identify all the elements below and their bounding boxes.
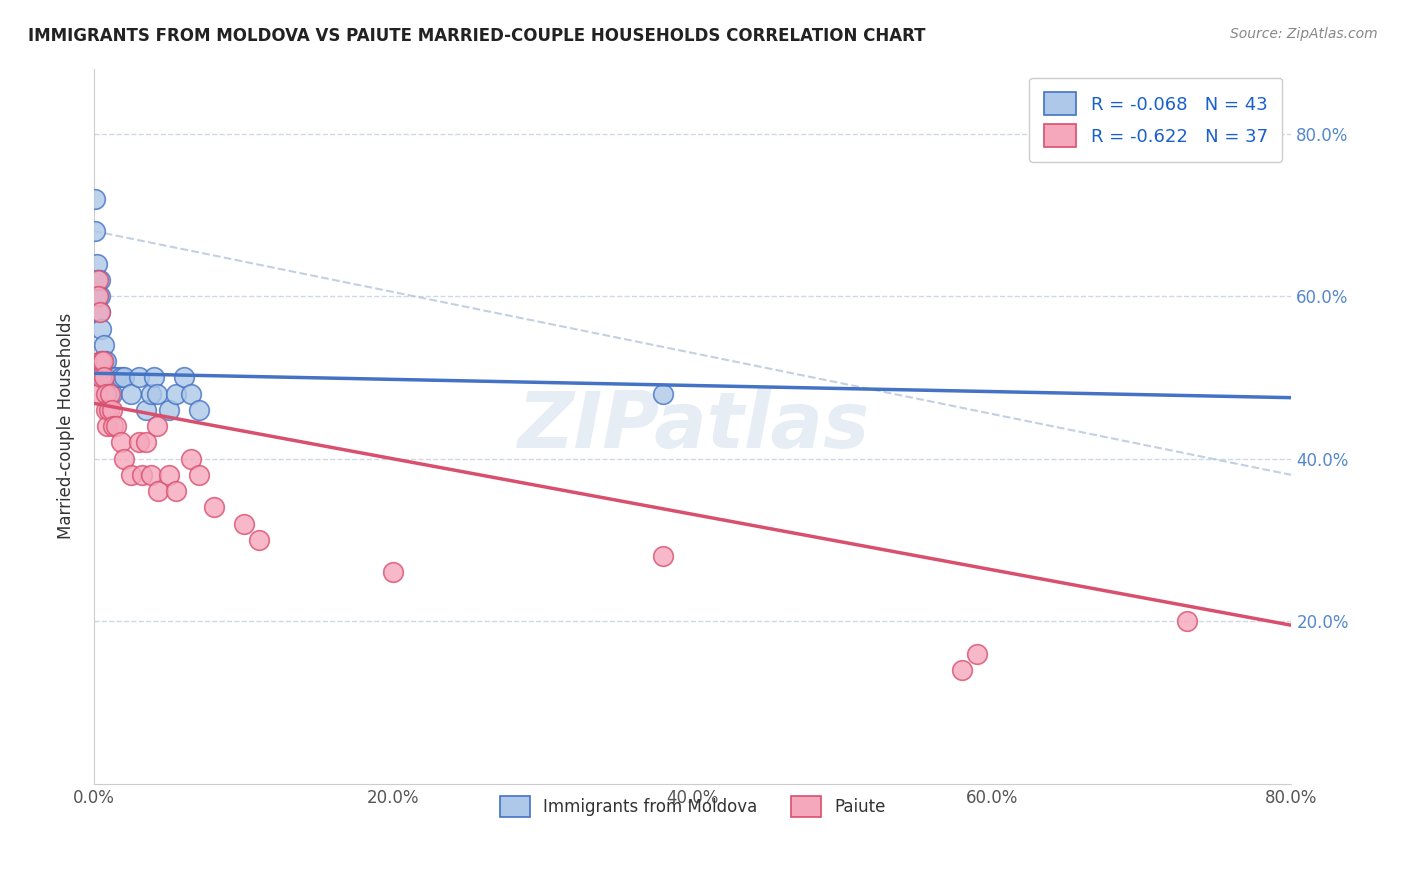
Point xyxy=(94,402,117,417)
Point xyxy=(94,386,117,401)
Point xyxy=(101,386,124,401)
Point xyxy=(232,516,254,531)
Point xyxy=(112,451,135,466)
Point xyxy=(96,370,118,384)
Point xyxy=(96,419,118,434)
Point xyxy=(103,419,125,434)
Point xyxy=(100,386,122,401)
Point xyxy=(142,370,165,384)
Point xyxy=(89,273,111,287)
Point xyxy=(103,370,125,384)
Point xyxy=(86,386,108,401)
Point xyxy=(87,273,110,287)
Point xyxy=(84,224,107,238)
Point xyxy=(110,370,132,384)
Point xyxy=(173,370,195,384)
Point xyxy=(128,370,150,384)
Point xyxy=(165,386,187,401)
Point xyxy=(90,370,112,384)
Point xyxy=(100,370,122,384)
Point xyxy=(146,386,169,401)
Text: IMMIGRANTS FROM MOLDOVA VS PAIUTE MARRIED-COUPLE HOUSEHOLDS CORRELATION CHART: IMMIGRANTS FROM MOLDOVA VS PAIUTE MARRIE… xyxy=(28,27,925,45)
Point xyxy=(87,289,110,303)
Point xyxy=(87,273,110,287)
Point xyxy=(651,549,673,564)
Point xyxy=(382,566,405,580)
Point xyxy=(94,354,117,368)
Point xyxy=(86,256,108,270)
Point xyxy=(112,370,135,384)
Point xyxy=(91,354,114,368)
Point xyxy=(96,386,118,401)
Point xyxy=(90,370,112,384)
Point xyxy=(91,370,114,384)
Point xyxy=(89,289,111,303)
Point xyxy=(87,305,110,319)
Point xyxy=(93,338,115,352)
Point xyxy=(146,419,169,434)
Point xyxy=(89,305,111,319)
Point xyxy=(97,386,120,401)
Point xyxy=(131,467,153,482)
Point xyxy=(120,467,142,482)
Point xyxy=(139,386,162,401)
Point xyxy=(87,289,110,303)
Point xyxy=(120,386,142,401)
Point xyxy=(97,402,120,417)
Point xyxy=(90,354,112,368)
Point xyxy=(93,354,115,368)
Point xyxy=(91,354,114,368)
Point xyxy=(139,467,162,482)
Point xyxy=(110,435,132,450)
Point xyxy=(86,289,108,303)
Point xyxy=(135,402,157,417)
Point xyxy=(86,273,108,287)
Text: Source: ZipAtlas.com: Source: ZipAtlas.com xyxy=(1230,27,1378,41)
Point xyxy=(101,402,124,417)
Point xyxy=(165,484,187,499)
Point xyxy=(89,305,111,319)
Point xyxy=(180,451,202,466)
Point xyxy=(93,370,115,384)
Legend: Immigrants from Moldova, Paiute: Immigrants from Moldova, Paiute xyxy=(492,788,894,825)
Point xyxy=(157,467,180,482)
Point xyxy=(90,321,112,335)
Point xyxy=(128,435,150,450)
Text: ZIPatlas: ZIPatlas xyxy=(516,388,869,464)
Point xyxy=(93,370,115,384)
Point xyxy=(1175,614,1198,628)
Point xyxy=(148,484,170,499)
Point xyxy=(180,386,202,401)
Point xyxy=(247,533,270,547)
Point xyxy=(135,435,157,450)
Point xyxy=(90,354,112,368)
Point xyxy=(94,370,117,384)
Point xyxy=(187,402,209,417)
Point xyxy=(966,647,988,661)
Point xyxy=(157,402,180,417)
Y-axis label: Married-couple Households: Married-couple Households xyxy=(58,313,75,540)
Point xyxy=(950,663,973,677)
Point xyxy=(202,500,225,515)
Point xyxy=(105,370,128,384)
Point xyxy=(84,192,107,206)
Point xyxy=(97,370,120,384)
Point xyxy=(105,419,128,434)
Point xyxy=(651,386,673,401)
Point xyxy=(187,467,209,482)
